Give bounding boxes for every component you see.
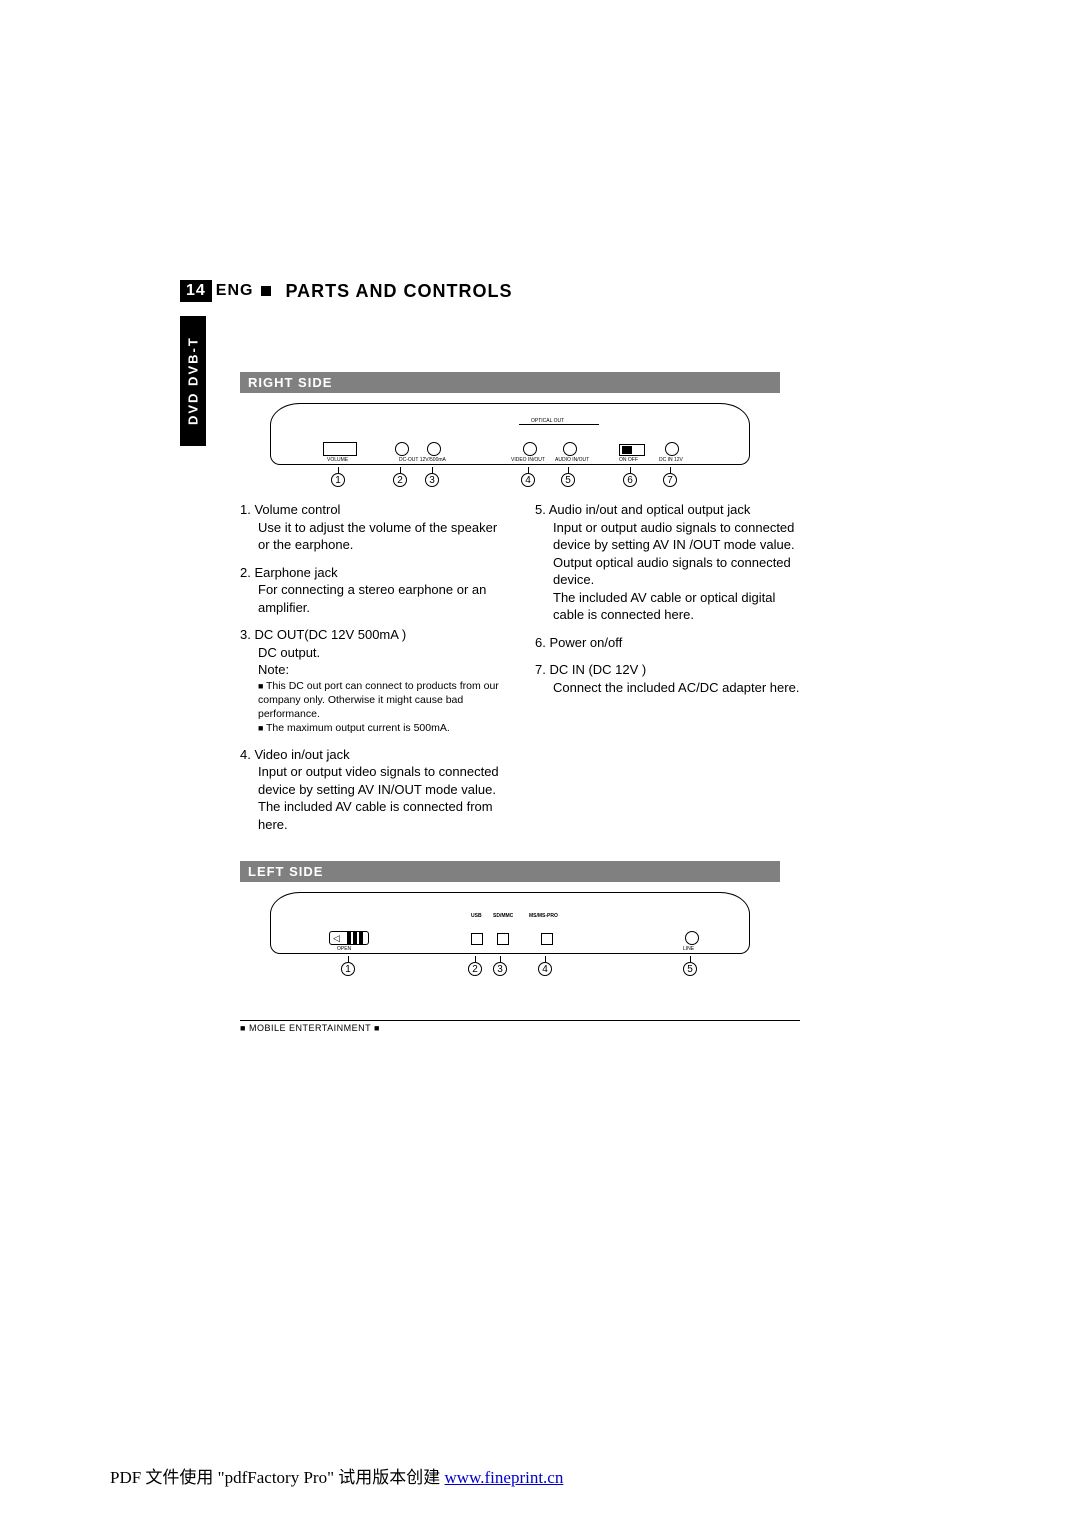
pdf-note-text: PDF 文件使用 "pdfFactory Pro" 试用版本创建 — [110, 1468, 445, 1487]
left-callouts: 12345 — [270, 956, 750, 980]
port-open: ◁ — [329, 931, 369, 945]
desc-item: 5. Audio in/out and optical output jackI… — [535, 501, 800, 624]
callout-2: 2 — [468, 956, 482, 976]
port-earphone — [395, 442, 409, 456]
pdf-watermark: PDF 文件使用 "pdfFactory Pro" 试用版本创建 www.fin… — [110, 1463, 563, 1488]
label-dcin: DC IN 12V — [659, 457, 683, 463]
port-power-switch — [619, 444, 645, 456]
item-desc: Input or output video signals to connect… — [240, 763, 505, 833]
item-title: 6. Power on/off — [535, 634, 800, 652]
port-video — [523, 442, 537, 456]
square-bullet-icon: ■ — [240, 1023, 246, 1033]
desc-item: 4. Video in/out jackInput or output vide… — [240, 746, 505, 834]
bullet: The maximum output current is 500mA. — [258, 721, 505, 735]
label-mspro: MS/MS-PRO — [529, 913, 558, 919]
note-label: Note: — [240, 661, 505, 679]
square-bullet-icon: ■ — [374, 1023, 380, 1033]
item-desc: Use it to adjust the volume of the speak… — [240, 519, 505, 554]
label-open: OPEN — [337, 946, 351, 952]
square-bullet-icon — [261, 286, 271, 296]
page-number: 14 — [180, 280, 212, 302]
callout-5: 5 — [561, 467, 575, 487]
callout-3: 3 — [425, 467, 439, 487]
label-video: VIDEO IN/OUT — [511, 457, 545, 463]
port-dcout — [427, 442, 441, 456]
footer: ■ MOBILE ENTERTAINMENT ■ — [240, 1020, 800, 1033]
page: 14 ENG PARTS AND CONTROLS RIGHT SIDE OPT… — [180, 280, 900, 1033]
callout-7: 7 — [663, 467, 677, 487]
right-side-diagram: OPTICAL OUT VOLUME DC-OUT 12V/500mA VIDE… — [240, 403, 780, 491]
desc-item: 2. Earphone jackFor connecting a stereo … — [240, 564, 505, 617]
device-outline-left: ◁ OPEN USB SD/MMC MS/MS-PRO LINE — [270, 892, 750, 954]
item-title: 1. Volume control — [240, 501, 505, 519]
description-columns: 1. Volume controlUse it to adjust the vo… — [240, 501, 800, 843]
right-callouts: 1234567 — [270, 467, 750, 491]
item-desc: Connect the included AC/DC adapter here. — [535, 679, 800, 697]
port-mspro — [541, 933, 553, 945]
label-audio: AUDIO IN/OUT — [555, 457, 589, 463]
callout-4: 4 — [521, 467, 535, 487]
label-sdmmc: SD/MMC — [493, 913, 513, 919]
label-line: LINE — [683, 946, 694, 952]
note-bullets: This DC out port can connect to products… — [240, 679, 505, 736]
lang-code: ENG — [216, 282, 254, 300]
desc-item: 6. Power on/off — [535, 634, 800, 652]
item-desc: DC output. — [240, 644, 505, 662]
port-line — [685, 931, 699, 945]
label-volume: VOLUME — [327, 457, 348, 463]
label-usb: USB — [471, 913, 482, 919]
port-usb — [471, 933, 483, 945]
desc-item: 7. DC IN (DC 12V )Connect the included A… — [535, 661, 800, 696]
section-bar-right: RIGHT SIDE — [240, 372, 780, 393]
footer-text: MOBILE ENTERTAINMENT — [249, 1023, 371, 1033]
item-title: 3. DC OUT(DC 12V 500mA ) — [240, 626, 505, 644]
callout-4: 4 — [538, 956, 552, 976]
item-title: 5. Audio in/out and optical output jack — [535, 501, 800, 519]
bullet: This DC out port can connect to products… — [258, 679, 505, 722]
section-bar-left: LEFT SIDE — [240, 861, 780, 882]
callout-1: 1 — [341, 956, 355, 976]
callout-5: 5 — [683, 956, 697, 976]
callout-1: 1 — [331, 467, 345, 487]
port-dcin — [665, 442, 679, 456]
device-outline-right: OPTICAL OUT VOLUME DC-OUT 12V/500mA VIDE… — [270, 403, 750, 465]
label-onoff: ON OFF — [619, 457, 638, 463]
callout-3: 3 — [493, 956, 507, 976]
callout-2: 2 — [393, 467, 407, 487]
port-sdmmc — [497, 933, 509, 945]
item-title: 4. Video in/out jack — [240, 746, 505, 764]
item-title: 2. Earphone jack — [240, 564, 505, 582]
port-audio — [563, 442, 577, 456]
column-left: 1. Volume controlUse it to adjust the vo… — [240, 501, 505, 843]
port-volume — [323, 442, 357, 456]
callout-6: 6 — [623, 467, 637, 487]
label-dcout: DC-OUT 12V/500mA — [399, 457, 446, 463]
column-right: 5. Audio in/out and optical output jackI… — [535, 501, 800, 843]
desc-item: 1. Volume controlUse it to adjust the vo… — [240, 501, 505, 554]
item-desc: For connecting a stereo earphone or an a… — [240, 581, 505, 616]
page-title: PARTS AND CONTROLS — [285, 281, 512, 302]
item-title: 7. DC IN (DC 12V ) — [535, 661, 800, 679]
item-desc: Input or output audio signals to connect… — [535, 519, 800, 624]
page-header: 14 ENG PARTS AND CONTROLS — [180, 280, 900, 302]
pdf-link[interactable]: www.fineprint.cn — [445, 1468, 564, 1487]
left-side-diagram: ◁ OPEN USB SD/MMC MS/MS-PRO LINE 12345 — [240, 892, 780, 980]
desc-item: 3. DC OUT(DC 12V 500mA )DC output.Note:T… — [240, 626, 505, 735]
